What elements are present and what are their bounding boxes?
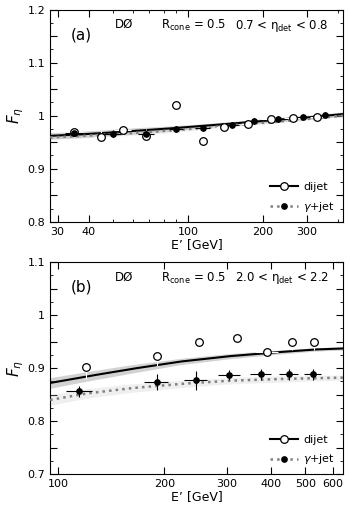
Text: DØ: DØ	[114, 18, 133, 31]
Text: R$_\mathregular{cone}$ = 0.5: R$_\mathregular{cone}$ = 0.5	[161, 18, 227, 33]
Y-axis label: $F_\eta$: $F_\eta$	[6, 359, 26, 377]
Text: (a): (a)	[71, 27, 92, 42]
Legend: dijet, $\gamma$+jet: dijet, $\gamma$+jet	[268, 433, 337, 469]
Text: DØ: DØ	[114, 270, 133, 284]
Text: (b): (b)	[71, 279, 92, 295]
X-axis label: E’ [GeV]: E’ [GeV]	[171, 491, 223, 503]
Text: R$_\mathregular{cone}$ = 0.5: R$_\mathregular{cone}$ = 0.5	[161, 270, 227, 286]
X-axis label: E’ [GeV]: E’ [GeV]	[171, 238, 223, 251]
Y-axis label: $F_\eta$: $F_\eta$	[6, 107, 26, 124]
Legend: dijet, $\gamma$+jet: dijet, $\gamma$+jet	[268, 180, 337, 216]
Text: 2.0 < η$_\mathregular{det}$ < 2.2: 2.0 < η$_\mathregular{det}$ < 2.2	[235, 270, 328, 287]
Text: 0.7 < η$_\mathregular{det}$ < 0.8: 0.7 < η$_\mathregular{det}$ < 0.8	[235, 18, 328, 34]
